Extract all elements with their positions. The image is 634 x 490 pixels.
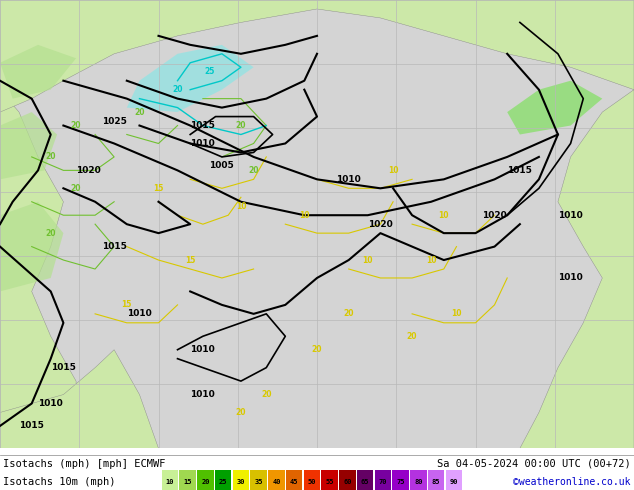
Text: 1015: 1015 <box>51 363 76 372</box>
Text: 10: 10 <box>165 479 174 485</box>
Text: 60: 60 <box>343 479 352 485</box>
Text: 15: 15 <box>122 300 132 309</box>
Text: 35: 35 <box>254 479 263 485</box>
Text: 15: 15 <box>185 256 195 265</box>
FancyBboxPatch shape <box>215 470 231 490</box>
Text: 1025: 1025 <box>101 117 127 125</box>
Text: 20: 20 <box>236 408 246 417</box>
Text: 45: 45 <box>290 479 299 485</box>
Text: 1010: 1010 <box>558 273 583 282</box>
Text: 90: 90 <box>450 479 458 485</box>
Text: 20: 20 <box>261 390 271 399</box>
Text: 25: 25 <box>219 479 228 485</box>
Text: 1020: 1020 <box>76 166 101 175</box>
FancyBboxPatch shape <box>179 470 196 490</box>
FancyBboxPatch shape <box>392 470 409 490</box>
Text: 25: 25 <box>204 67 214 76</box>
FancyBboxPatch shape <box>375 470 391 490</box>
Text: 20: 20 <box>249 166 259 175</box>
Text: 20: 20 <box>344 309 354 318</box>
Text: 40: 40 <box>272 479 281 485</box>
Polygon shape <box>127 45 254 112</box>
Text: 1010: 1010 <box>190 139 216 148</box>
Polygon shape <box>0 202 63 292</box>
FancyBboxPatch shape <box>162 470 178 490</box>
Text: 1020: 1020 <box>368 220 393 229</box>
Text: 55: 55 <box>325 479 334 485</box>
Polygon shape <box>0 0 634 112</box>
Text: 1005: 1005 <box>209 161 235 171</box>
FancyBboxPatch shape <box>268 470 285 490</box>
FancyBboxPatch shape <box>446 470 462 490</box>
Text: 70: 70 <box>378 479 387 485</box>
Text: ©weatheronline.co.uk: ©weatheronline.co.uk <box>514 477 631 487</box>
Polygon shape <box>0 112 57 179</box>
Polygon shape <box>507 81 602 135</box>
Text: 20: 20 <box>236 121 246 130</box>
Text: 1015: 1015 <box>19 421 44 430</box>
FancyBboxPatch shape <box>357 470 373 490</box>
FancyBboxPatch shape <box>321 470 338 490</box>
FancyBboxPatch shape <box>339 470 356 490</box>
Polygon shape <box>0 350 158 448</box>
Text: 20: 20 <box>312 345 322 354</box>
Text: 1010: 1010 <box>190 345 216 354</box>
Text: 10: 10 <box>363 256 373 265</box>
Text: 20: 20 <box>407 332 417 341</box>
Text: 1010: 1010 <box>558 211 583 220</box>
FancyBboxPatch shape <box>428 470 444 490</box>
Text: 10: 10 <box>299 211 309 220</box>
Polygon shape <box>0 90 76 448</box>
Polygon shape <box>520 90 634 448</box>
Text: 1020: 1020 <box>482 211 507 220</box>
Text: 1010: 1010 <box>336 175 361 184</box>
Text: 50: 50 <box>307 479 316 485</box>
FancyBboxPatch shape <box>286 470 302 490</box>
Text: 1010: 1010 <box>38 399 63 408</box>
Text: 1015: 1015 <box>507 166 533 175</box>
FancyBboxPatch shape <box>233 470 249 490</box>
Text: 10: 10 <box>451 309 462 318</box>
Text: 85: 85 <box>432 479 441 485</box>
Text: 30: 30 <box>236 479 245 485</box>
Text: 1010: 1010 <box>127 309 152 318</box>
Text: Isotachs 10m (mph): Isotachs 10m (mph) <box>3 477 128 487</box>
Text: 20: 20 <box>201 479 210 485</box>
Text: 65: 65 <box>361 479 370 485</box>
Text: Isotachs (mph) [mph] ECMWF: Isotachs (mph) [mph] ECMWF <box>3 459 165 469</box>
FancyBboxPatch shape <box>410 470 427 490</box>
Text: 20: 20 <box>46 229 56 238</box>
Text: 15: 15 <box>183 479 192 485</box>
Text: 10: 10 <box>439 211 449 220</box>
FancyBboxPatch shape <box>197 470 214 490</box>
Polygon shape <box>0 45 76 98</box>
Text: 20: 20 <box>134 108 145 117</box>
FancyBboxPatch shape <box>250 470 267 490</box>
Text: 75: 75 <box>396 479 405 485</box>
Text: 1015: 1015 <box>190 121 216 130</box>
Text: 10: 10 <box>426 256 436 265</box>
Text: 20: 20 <box>71 121 81 130</box>
Text: 1010: 1010 <box>190 390 216 399</box>
Text: 10: 10 <box>388 166 398 175</box>
Text: 80: 80 <box>414 479 423 485</box>
Text: 20: 20 <box>172 85 183 94</box>
Text: 1015: 1015 <box>101 242 127 251</box>
Text: 15: 15 <box>153 184 164 193</box>
Text: 10: 10 <box>236 202 246 211</box>
Text: 20: 20 <box>46 152 56 161</box>
Text: 20: 20 <box>71 184 81 193</box>
Text: Sa 04-05-2024 00:00 UTC (00+72): Sa 04-05-2024 00:00 UTC (00+72) <box>437 459 631 469</box>
FancyBboxPatch shape <box>304 470 320 490</box>
